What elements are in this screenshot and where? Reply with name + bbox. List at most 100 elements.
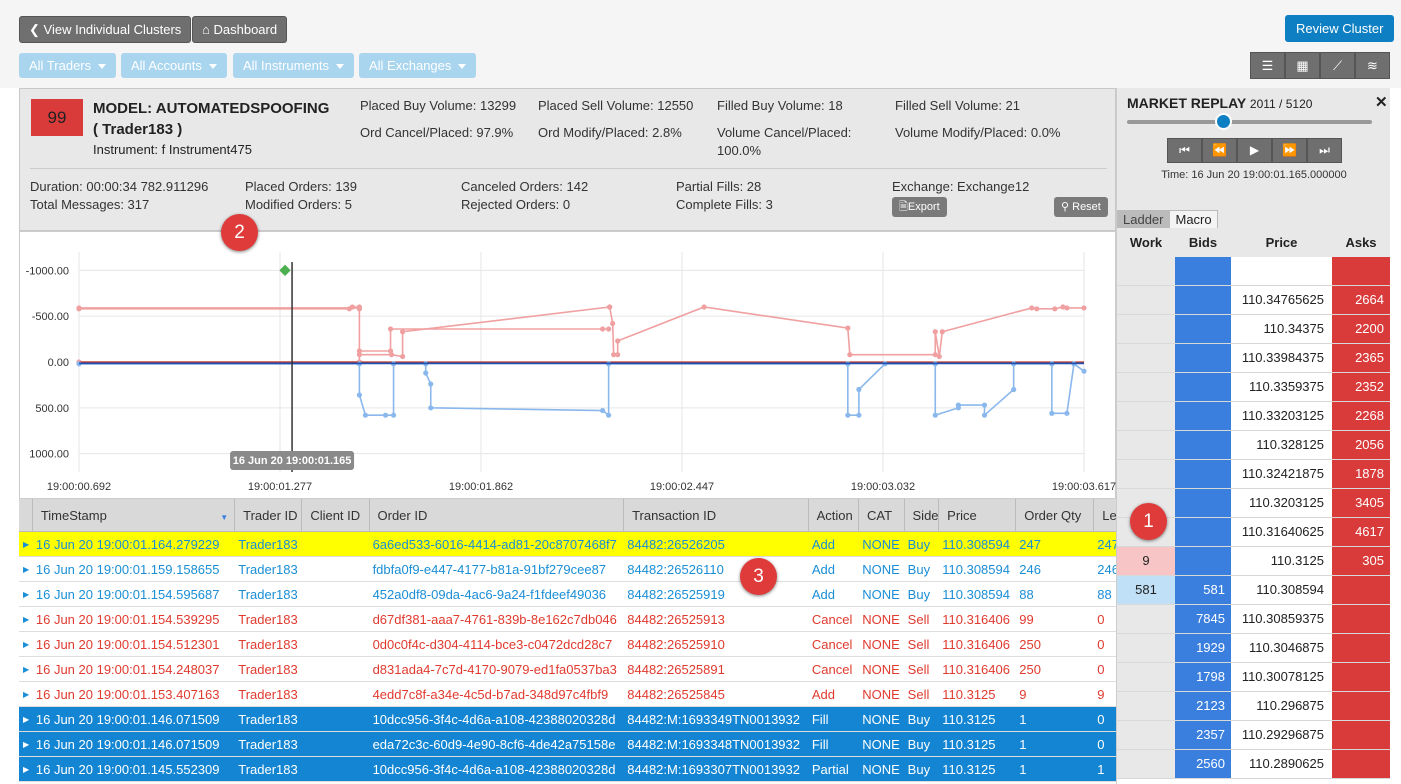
- grid-icon[interactable]: ▦: [1285, 52, 1320, 79]
- table-row[interactable]: ▶ 16 Jun 20 19:00:01.154.595687 Trader183 4…: [19, 582, 1118, 607]
- layers-icon[interactable]: ≋: [1355, 52, 1390, 79]
- ladder-price: [1231, 257, 1332, 286]
- expand-row-icon[interactable]: ▶: [23, 665, 30, 674]
- expand-row-icon[interactable]: ▶: [23, 715, 30, 724]
- cell-side: Buy: [907, 587, 931, 602]
- replay-slider[interactable]: [1127, 113, 1372, 130]
- export-label: Export: [907, 201, 940, 213]
- ladder-row[interactable]: [1117, 257, 1390, 286]
- ladder-price: 110.296875: [1231, 692, 1332, 721]
- ladder-work: 581: [1117, 576, 1175, 605]
- slider-knob[interactable]: [1214, 113, 1232, 130]
- export-button[interactable]: 🗎Export: [892, 197, 947, 217]
- column-header[interactable]: Transaction ID: [624, 499, 809, 531]
- tab-ladder[interactable]: Ladder: [1117, 210, 1170, 228]
- cell-ts: 16 Jun 20 19:00:01.146.071509: [35, 712, 220, 727]
- chart-icon[interactable]: ⟋: [1320, 52, 1355, 79]
- summary-divider: [30, 168, 1107, 169]
- cell-cat: NONE: [862, 612, 900, 627]
- list-icon[interactable]: ☰: [1250, 52, 1285, 79]
- cell-tx: 84482:M:1693349TN0013932: [627, 712, 801, 727]
- expand-row-icon[interactable]: ▶: [23, 640, 30, 649]
- data-point: [856, 412, 862, 418]
- ladder-row[interactable]: 110.34375 2200: [1117, 315, 1390, 344]
- expand-row-icon[interactable]: ▶: [23, 540, 30, 549]
- view-clusters-button[interactable]: ❮ View Individual Clusters: [19, 16, 192, 43]
- filter-traders[interactable]: All Traders: [19, 53, 117, 78]
- y-tick-label: 0.00: [48, 357, 69, 369]
- ladder-row[interactable]: 9 110.3125 305: [1117, 547, 1390, 576]
- expand-row-icon[interactable]: ▶: [23, 565, 30, 574]
- table-row[interactable]: ▶ 16 Jun 20 19:00:01.146.071509 Trader183 1…: [19, 707, 1118, 732]
- data-point: [387, 348, 394, 354]
- column-header[interactable]: Action: [809, 499, 860, 531]
- column-header[interactable]: Leav: [1094, 499, 1118, 531]
- column-header[interactable]: Side: [905, 499, 940, 531]
- filter-exchanges[interactable]: All Exchanges: [359, 53, 477, 78]
- column-header[interactable]: TimeStamp ▼: [33, 499, 236, 531]
- filter-accounts[interactable]: All Accounts: [121, 53, 227, 78]
- ladder-row[interactable]: 110.32421875 1878: [1117, 460, 1390, 489]
- table-row[interactable]: ▶ 16 Jun 20 19:00:01.153.407163 Trader183 4…: [19, 682, 1118, 707]
- ladder-work: [1117, 663, 1175, 692]
- table-row[interactable]: ▶ 16 Jun 20 19:00:01.159.158655 Trader183 f…: [19, 557, 1118, 582]
- ladder-row[interactable]: 1929 110.3046875: [1117, 634, 1390, 663]
- ladder-row[interactable]: 110.328125 2056: [1117, 431, 1390, 460]
- column-header[interactable]: Order Qty: [1016, 499, 1095, 531]
- ladder-row[interactable]: 2560 110.2890625: [1117, 750, 1390, 779]
- ladder-work: [1117, 634, 1175, 663]
- column-header[interactable]: Trader ID: [235, 499, 303, 531]
- skip-start-icon[interactable]: ⏮: [1167, 138, 1202, 163]
- ladder-row[interactable]: 110.34765625 2664: [1117, 286, 1390, 315]
- ladder-row[interactable]: 2357 110.29296875: [1117, 721, 1390, 750]
- table-row[interactable]: ▶ 16 Jun 20 19:00:01.154.539295 Trader183 d…: [19, 607, 1118, 632]
- cell-cat: NONE: [862, 737, 900, 752]
- column-header[interactable]: Order ID: [370, 499, 625, 531]
- ladder-bids: [1175, 286, 1231, 315]
- ladder-row[interactable]: 581 581 110.308594: [1117, 576, 1390, 605]
- expand-row-icon[interactable]: ▶: [23, 590, 30, 599]
- column-header[interactable]: Client ID: [302, 499, 370, 531]
- ladder-row[interactable]: 110.33203125 2268: [1117, 402, 1390, 431]
- table-row[interactable]: ▶ 16 Jun 20 19:00:01.146.071509 Trader183 e…: [19, 732, 1118, 757]
- cell-order: 10dcc956-3f4c-4d6a-a108-42388020328d: [372, 712, 616, 727]
- series-line: [79, 307, 361, 309]
- column-header-label: Action: [816, 508, 853, 523]
- table-row[interactable]: ▶ 16 Jun 20 19:00:01.154.248037 Trader183 d…: [19, 657, 1118, 682]
- cell-action: Fill: [811, 737, 829, 752]
- ladder-row[interactable]: 2123 110.296875: [1117, 692, 1390, 721]
- top-toolbar: ❮ View Individual Clusters ⌂ Dashboard R…: [0, 0, 1401, 88]
- expand-row-icon[interactable]: ▶: [23, 690, 30, 699]
- ladder-row[interactable]: 7845 110.30859375: [1117, 605, 1390, 634]
- play-icon[interactable]: ▶: [1237, 138, 1272, 163]
- fast-forward-icon[interactable]: ⏩: [1272, 138, 1307, 163]
- dashboard-button[interactable]: ⌂ Dashboard: [192, 16, 288, 43]
- data-point: [1064, 410, 1070, 416]
- ladder-price: 110.3203125: [1231, 489, 1332, 518]
- expand-row-icon[interactable]: ▶: [23, 740, 30, 749]
- column-header[interactable]: Price: [939, 499, 1017, 531]
- skip-end-icon[interactable]: ⏭: [1307, 138, 1342, 163]
- ladder-row[interactable]: 110.3203125 3405: [1117, 489, 1390, 518]
- reset-button[interactable]: ⚲ Reset: [1054, 197, 1108, 217]
- sort-desc-icon[interactable]: ▼: [220, 513, 229, 522]
- column-header[interactable]: CAT: [859, 499, 905, 531]
- ladder-row[interactable]: 110.3359375 2352: [1117, 373, 1390, 402]
- close-icon[interactable]: ✕: [1375, 94, 1388, 111]
- table-row[interactable]: ▶ 16 Jun 20 19:00:01.154.512301 Trader183 0…: [19, 632, 1118, 657]
- table-row[interactable]: ▶ 16 Jun 20 19:00:01.145.552309 Trader183 1…: [19, 757, 1118, 782]
- ladder-row[interactable]: 110.33984375 2365: [1117, 344, 1390, 373]
- cell-tx: 84482:26525891: [627, 662, 725, 677]
- filter-instruments[interactable]: All Instruments: [233, 53, 354, 78]
- data-point: [349, 304, 355, 310]
- rewind-icon[interactable]: ⏪: [1202, 138, 1237, 163]
- review-cluster-button[interactable]: Review Cluster: [1285, 15, 1395, 42]
- x-tick-label: 19:00:01.862: [449, 481, 513, 493]
- table-row[interactable]: ▶ 16 Jun 20 19:00:01.164.279229 Trader183 6…: [19, 532, 1118, 557]
- ladder-row[interactable]: 1798 110.30078125: [1117, 663, 1390, 692]
- tab-macro[interactable]: Macro: [1169, 210, 1218, 228]
- chart-svg[interactable]: -1000.00 -500.00 0.00 500.00 1000.00 19:00:00…: [20, 232, 1117, 500]
- expand-row-icon[interactable]: ▶: [23, 765, 30, 774]
- ladder-row[interactable]: 110.31640625 4617: [1117, 518, 1390, 547]
- expand-row-icon[interactable]: ▶: [23, 615, 30, 624]
